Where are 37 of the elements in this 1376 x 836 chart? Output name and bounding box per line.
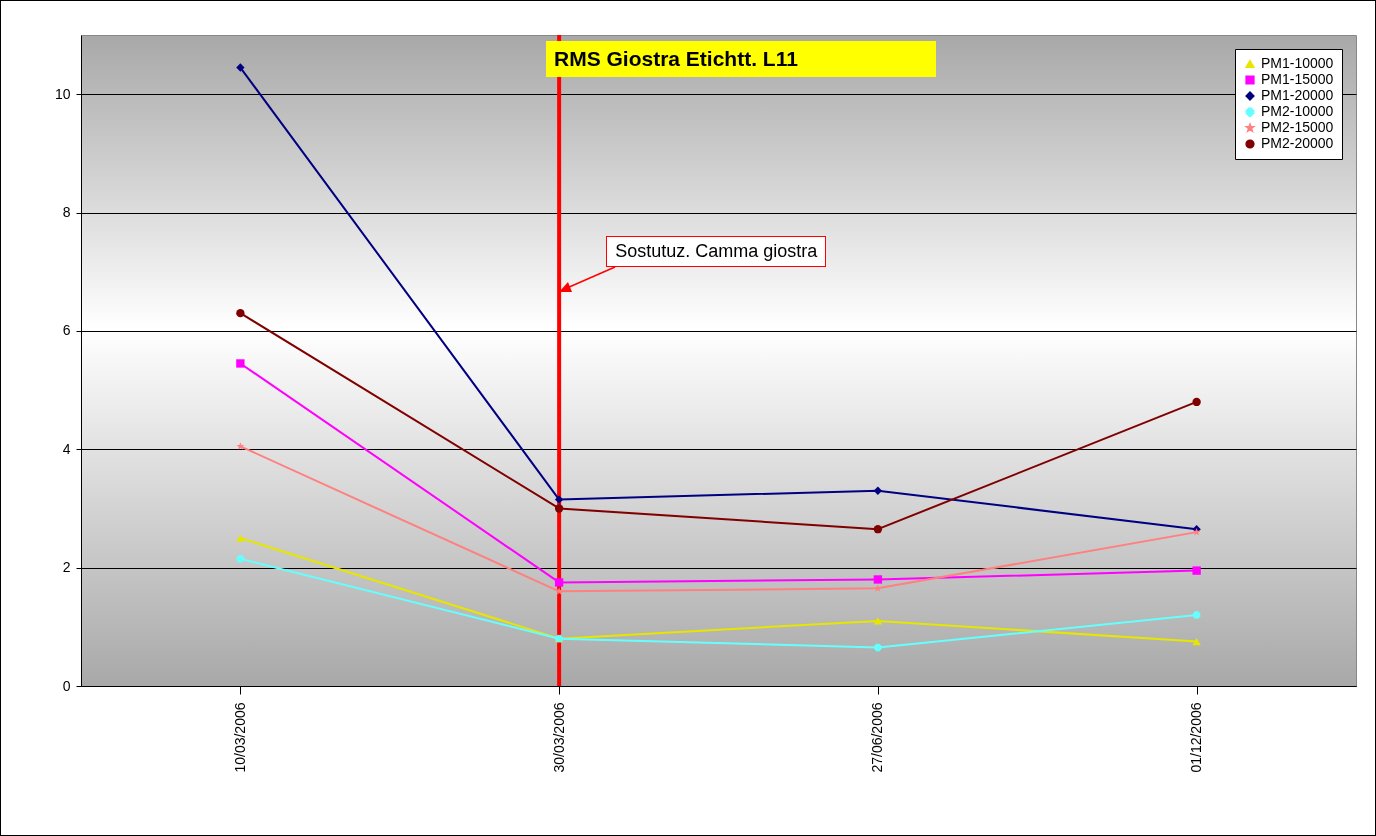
point [236,359,245,368]
legend-label: PM2-20000 [1261,135,1334,151]
legend-label: PM1-20000 [1261,87,1334,103]
point [554,578,564,587]
point [236,534,245,542]
x-tick-label: 30/03/2006 [550,702,567,773]
y-tick-label: 8 [62,204,71,221]
y-tick-label: 10 [54,85,71,102]
y-tick-label: 6 [62,322,71,339]
point [873,524,883,534]
point [873,617,883,625]
point [873,643,883,652]
point [873,575,883,584]
legend-label: PM2-10000 [1261,103,1334,119]
y-tick-label: 2 [62,559,71,576]
point [554,504,564,513]
x-tick-label: 10/03/2006 [231,702,248,773]
point [236,63,245,72]
point [236,308,245,318]
point [1192,637,1201,646]
point [1192,566,1201,575]
point [873,584,882,592]
legend-label: PM1-15000 [1261,71,1334,87]
point [873,486,883,495]
legend-label: PM1-10000 [1261,55,1334,71]
annotation: Sostutuz. Camma giostra [606,236,827,268]
point [1192,397,1201,407]
point [236,554,245,563]
y-tick-label: 4 [62,440,71,457]
point [1192,610,1201,620]
legend-label: PM2-15000 [1261,119,1334,135]
x-tick-label: 27/06/2006 [869,702,886,773]
point [236,442,245,450]
point [554,495,564,504]
y-tick-label: 0 [62,677,71,694]
point [555,587,564,595]
x-tick-label: 01/12/2006 [1188,702,1205,773]
